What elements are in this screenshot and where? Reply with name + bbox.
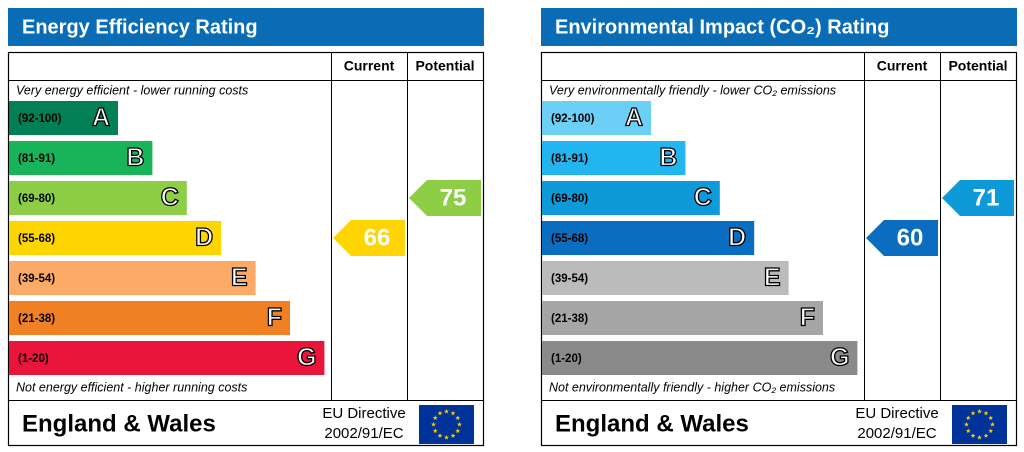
band-letter: A [625,104,643,132]
band-letter: G [830,344,849,372]
rating-band [9,141,153,175]
rating-band [542,181,720,215]
panel-title: Energy Efficiency Rating [22,16,258,38]
title-bar [8,8,484,46]
rating-band [9,221,222,255]
eu-star [988,428,994,434]
eu-star [450,410,456,416]
eu-star [988,415,994,421]
directive-line: EU Directive [855,405,938,422]
band-letter: D [728,224,746,252]
top-note: Very environmentally friendly - lower CO… [549,83,836,97]
eu-star [970,410,976,416]
eu-star [965,415,971,421]
directive-line: EU Directive [322,405,405,422]
panel-title: Environmental Impact (CO₂) Rating [555,16,889,38]
eu-star [444,434,449,440]
rating-band [542,301,823,335]
current-value: 60 [897,224,924,251]
eu-star [964,421,969,427]
current-arrow [333,220,405,256]
band-letter: E [764,264,781,292]
potential-arrow [409,180,481,216]
rating-panel: Energy Efficiency Rating Current Potential… [7,8,485,447]
rating-band [542,141,686,175]
band-letter: B [659,144,677,172]
potential-header: Potential [948,58,1007,74]
eu-star [432,415,438,421]
region: England & Wales [555,410,749,437]
eu-star [970,433,976,438]
band-range: (21-38) [551,313,588,325]
eu-star [983,433,989,438]
eu-star [455,428,461,434]
band-range: (69-80) [551,193,588,205]
title-bar [541,8,1017,46]
band-range: (55-68) [18,233,55,245]
rating-band [542,261,789,295]
rating-band [542,221,755,255]
bottom-note: Not environmentally friendly - higher CO… [549,380,835,394]
eu-star [444,408,449,414]
band-range: (39-54) [18,273,55,285]
eu-star [455,415,461,421]
region: England & Wales [22,410,216,437]
band-range: (69-80) [18,193,55,205]
rating-band [9,181,187,215]
band-letter: E [231,264,248,292]
band-range: (1-20) [18,353,49,365]
current-value: 66 [364,224,391,251]
eu-star [437,433,443,438]
potential-value: 71 [973,184,1000,211]
rating-band [542,341,858,375]
band-range: (55-68) [551,233,588,245]
rating-band [9,301,290,335]
band-letter: A [92,104,110,132]
current-arrow [866,220,938,256]
eu-star [457,421,462,427]
eu-star [977,434,982,440]
eu-star [983,410,989,416]
band-letter: B [126,144,144,172]
band-range: (21-38) [18,313,55,325]
eu-star [977,408,982,414]
band-letter: F [267,304,282,332]
rating-band [9,101,118,135]
potential-arrow [942,180,1014,216]
potential-header: Potential [415,58,474,74]
rating-panel: Environmental Impact (CO₂) Rating Current… [540,8,1018,447]
band-letter: C [694,184,712,212]
current-header: Current [344,58,395,74]
band-letter: F [800,304,815,332]
band-range: (1-20) [551,353,582,365]
eu-star [431,421,436,427]
band-letter: C [161,184,179,212]
band-range: (81-91) [18,153,55,165]
band-letter: G [297,344,316,372]
band-range: (39-54) [551,273,588,285]
eu-star [432,428,438,434]
eu-star [450,433,456,438]
eu-star [990,421,995,427]
band-range: (92-100) [18,113,62,125]
rating-band [9,261,256,295]
band-range: (92-100) [551,113,595,125]
eu-star [437,410,443,416]
top-note: Very energy efficient - lower running co… [16,83,248,97]
rating-band [9,341,325,375]
rating-band [542,101,651,135]
current-header: Current [877,58,928,74]
bottom-note: Not energy efficient - higher running co… [16,380,247,394]
eu-star [965,428,971,434]
potential-value: 75 [440,184,467,211]
band-letter: D [195,224,213,252]
directive-line: 2002/91/EC [324,425,403,442]
band-range: (81-91) [551,153,588,165]
directive-line: 2002/91/EC [857,425,936,442]
